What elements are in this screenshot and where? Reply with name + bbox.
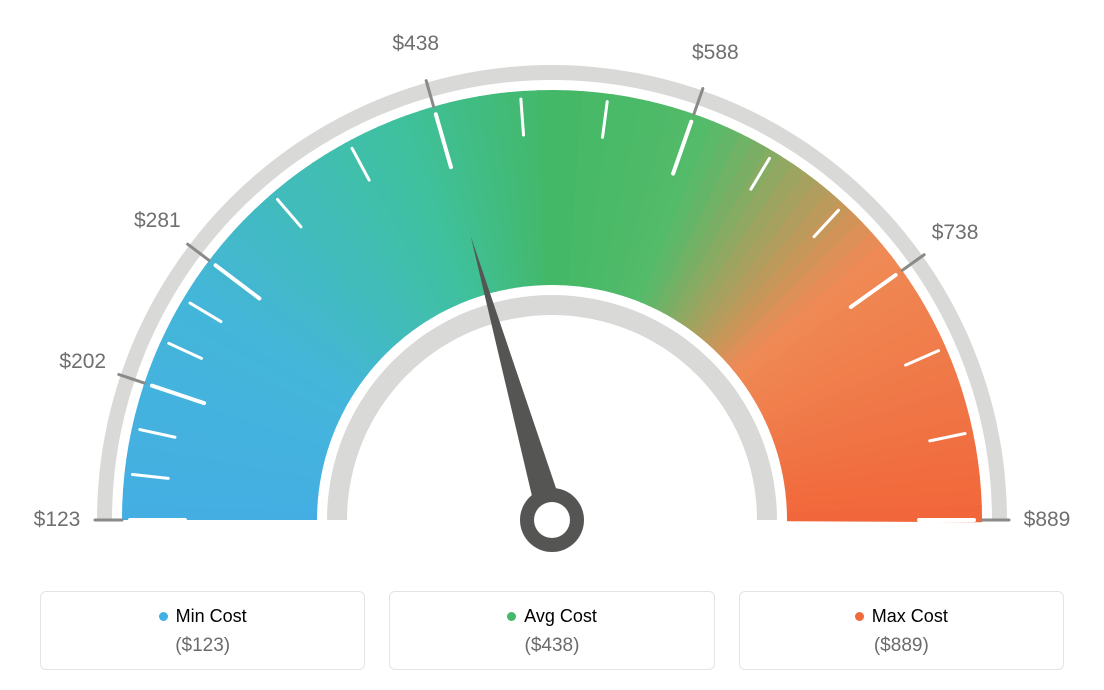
legend-value-min: ($123): [51, 635, 354, 657]
gauge-chart: $123 $202 $281 $438 $588 $738 $889: [0, 0, 1104, 560]
legend-row: Min Cost ($123) Avg Cost ($438) Max Cost…: [40, 591, 1064, 670]
legend-label-max: Max Cost: [855, 606, 948, 627]
legend-label-avg: Avg Cost: [507, 606, 597, 627]
gauge-tick-label: $202: [59, 350, 106, 374]
gauge-tick-label: $123: [34, 508, 81, 532]
gauge-tick-label: $588: [692, 41, 739, 65]
dot-icon: [507, 612, 516, 621]
legend-label-text: Avg Cost: [524, 606, 597, 627]
dot-icon: [159, 612, 168, 621]
gauge-tick-label: $281: [134, 209, 181, 233]
gauge-tick-label: $889: [1024, 508, 1071, 532]
legend-card-avg: Avg Cost ($438): [389, 591, 714, 670]
legend-label-text: Min Cost: [176, 606, 247, 627]
gauge-svg: [0, 0, 1104, 560]
legend-label-min: Min Cost: [159, 606, 247, 627]
legend-value-max: ($889): [750, 635, 1053, 657]
gauge-tick-label: $738: [932, 221, 979, 245]
legend-card-max: Max Cost ($889): [739, 591, 1064, 670]
gauge-tick-label: $438: [392, 32, 439, 56]
legend-card-min: Min Cost ($123): [40, 591, 365, 670]
dot-icon: [855, 612, 864, 621]
legend-value-avg: ($438): [400, 635, 703, 657]
legend-label-text: Max Cost: [872, 606, 948, 627]
